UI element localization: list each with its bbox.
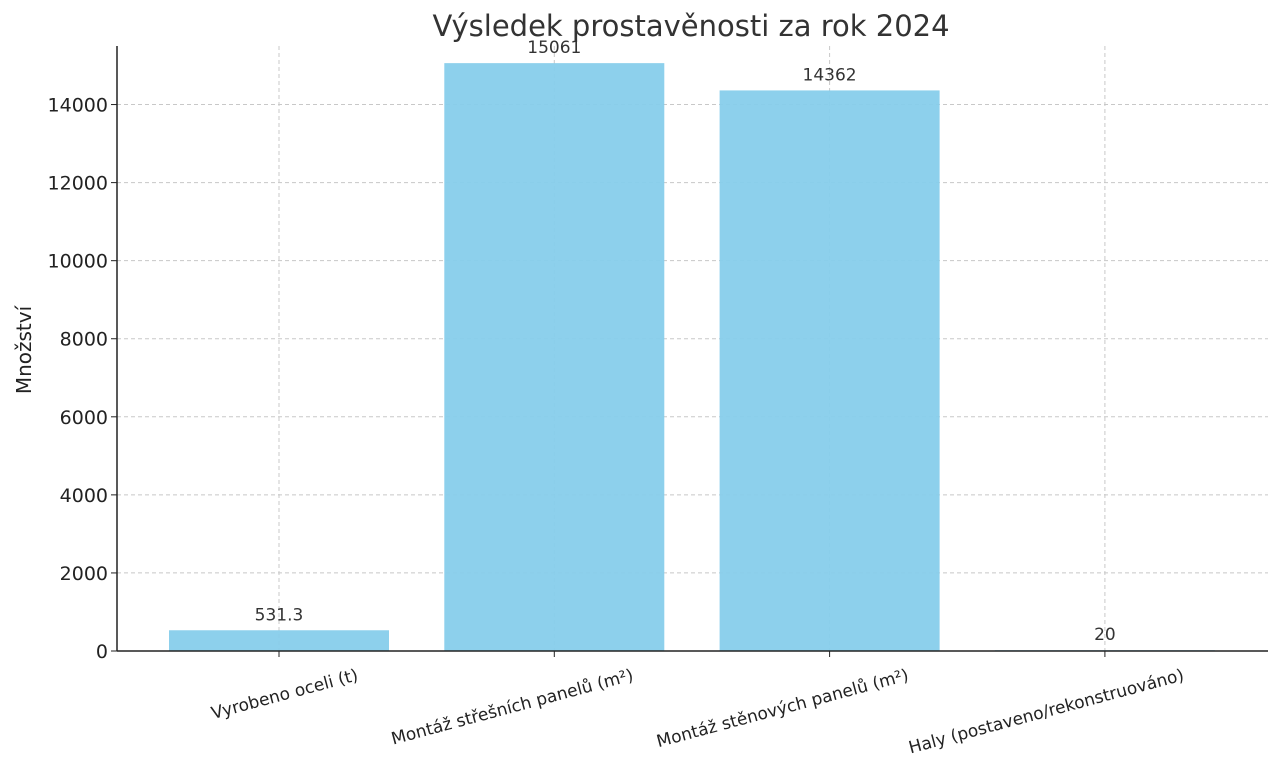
y-tick-label: 10000: [48, 251, 108, 273]
y-tick-label: 6000: [60, 407, 108, 429]
x-tick-label: Vyrobeno oceli (t): [209, 666, 360, 724]
bar: [169, 630, 389, 651]
y-tick-label: 14000: [48, 95, 108, 117]
data-label: 20: [1094, 625, 1116, 645]
bar: [719, 90, 940, 652]
chart-title: Výsledek prostavěnosti za rok 2024: [432, 9, 949, 43]
y-tick-label: 2000: [60, 563, 108, 585]
y-tick-label: 0: [96, 641, 108, 663]
grid-layer: [117, 46, 1268, 652]
data-label: 15061: [527, 38, 581, 58]
x-tick-label: Montáž střešních panelů (m²): [389, 666, 635, 750]
y-axis-label: Množství: [12, 304, 36, 394]
axis-layer: [111, 46, 1268, 657]
y-tick-label: 12000: [48, 173, 108, 195]
bar: [444, 63, 665, 652]
x-tick-label: Montáž stěnových panelů (m²): [655, 666, 911, 753]
x-tick-label: Haly (postaveno/rekonstruováno): [907, 666, 1187, 759]
y-tick-label: 8000: [60, 329, 108, 351]
y-tick-label: 4000: [60, 485, 108, 507]
data-label: 531.3: [255, 605, 304, 625]
bar-layer: [169, 63, 1215, 652]
data-label: 14362: [803, 65, 857, 85]
